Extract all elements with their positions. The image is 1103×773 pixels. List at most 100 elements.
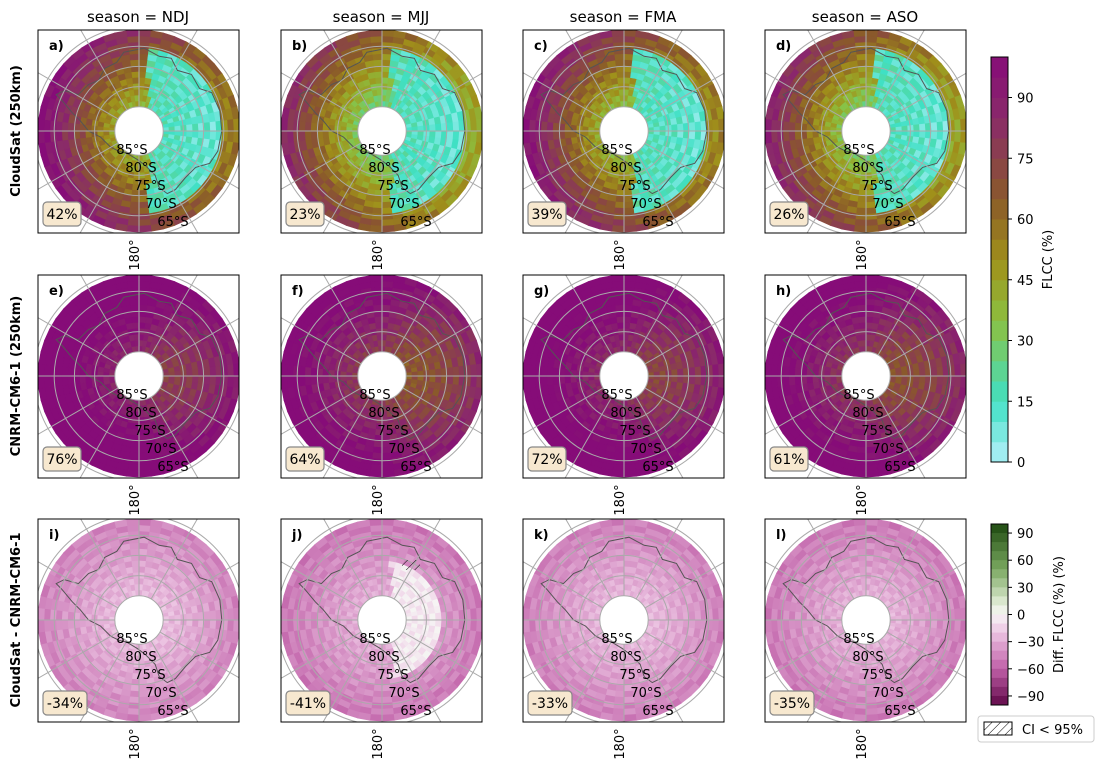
lat-label: 70°S bbox=[388, 442, 419, 457]
lat-label: 85°S bbox=[601, 632, 632, 647]
lat-label: 75°S bbox=[134, 668, 165, 683]
data-cells bbox=[765, 275, 966, 478]
map-panel-k: 85°S 80°S 75°S 70°S 65°S k) -33% 180° bbox=[522, 518, 725, 760]
colorbar-tick: 0 bbox=[1017, 609, 1025, 624]
panel-frame bbox=[522, 274, 725, 479]
map-panel-d: 85°S 80°S 75°S 70°S 65°S d) 26% 180° bbox=[764, 29, 967, 271]
gridlines bbox=[281, 275, 482, 478]
lat-label: 65°S bbox=[642, 215, 673, 230]
svg-text:26%: 26% bbox=[773, 207, 804, 223]
lat-label: 70°S bbox=[388, 686, 419, 701]
lat-label: 70°S bbox=[630, 686, 661, 701]
row-label: CloudSat - CNRM-CM6-1 bbox=[9, 532, 24, 707]
lat-label: 70°S bbox=[872, 686, 903, 701]
map-panel-g: 85°S 80°S 75°S 70°S 65°S g) 72% 180° bbox=[522, 274, 725, 516]
panel-frame bbox=[280, 29, 483, 234]
mean-value-badge: 76% bbox=[42, 446, 82, 472]
lat-label: 70°S bbox=[872, 442, 903, 457]
mean-value-badge: 26% bbox=[769, 201, 809, 227]
colorbar-tick: 75 bbox=[1017, 152, 1034, 167]
data-cells bbox=[281, 30, 482, 233]
coastline bbox=[55, 536, 223, 684]
colorbar-tick: 15 bbox=[1017, 395, 1034, 410]
mean-value-badge: 39% bbox=[527, 201, 567, 227]
lon-label: 180° bbox=[128, 484, 143, 515]
lat-label: 80°S bbox=[368, 650, 399, 665]
svg-text:64%: 64% bbox=[289, 452, 320, 468]
lat-label: 85°S bbox=[359, 388, 390, 403]
data-cells bbox=[765, 519, 966, 722]
gridlines bbox=[281, 30, 482, 233]
coastline bbox=[55, 292, 223, 440]
lat-label: 75°S bbox=[619, 424, 650, 439]
lat-label: 85°S bbox=[116, 143, 147, 158]
svg-text:39%: 39% bbox=[531, 207, 562, 223]
gridlines bbox=[523, 519, 724, 722]
lon-label: 180° bbox=[613, 239, 628, 270]
lat-label: 70°S bbox=[145, 686, 176, 701]
map-panel-f: 85°S 80°S 75°S 70°S 65°S f) 64% 180° bbox=[280, 274, 483, 516]
panel-frame bbox=[764, 29, 967, 234]
column-title: season = ASO bbox=[812, 8, 918, 26]
panel-frame bbox=[37, 29, 240, 234]
colorbar-tick: 0 bbox=[1017, 456, 1025, 471]
legend-ci: CI < 95% bbox=[977, 715, 1095, 743]
map-panel-l: 85°S 80°S 75°S 70°S 65°S l) -35% 180° bbox=[764, 518, 967, 760]
lat-label: 65°S bbox=[642, 704, 673, 719]
panel-letter: g) bbox=[534, 284, 549, 299]
lat-label: 75°S bbox=[861, 424, 892, 439]
colorbar-tick: 60 bbox=[1017, 213, 1034, 228]
lat-label: 70°S bbox=[630, 442, 661, 457]
lat-label: 65°S bbox=[642, 460, 673, 475]
lat-label: 75°S bbox=[861, 179, 892, 194]
lat-label: 85°S bbox=[116, 632, 147, 647]
lat-label: 75°S bbox=[619, 179, 650, 194]
mean-value-badge: -41% bbox=[285, 690, 331, 716]
colorbar-tick: 90 bbox=[1017, 92, 1034, 107]
colorbar-tick: 30 bbox=[1017, 581, 1034, 596]
mean-value-badge: 64% bbox=[285, 446, 325, 472]
row-label: CloudSat (250km) bbox=[9, 65, 24, 197]
svg-text:42%: 42% bbox=[46, 207, 77, 223]
panel-letter: e) bbox=[49, 284, 64, 299]
panel-letter: f) bbox=[292, 284, 304, 299]
panel-letter: b) bbox=[292, 39, 307, 54]
lat-label: 65°S bbox=[400, 215, 431, 230]
lat-label: 65°S bbox=[884, 460, 915, 475]
lat-label: 85°S bbox=[359, 143, 390, 158]
panel-frame bbox=[522, 29, 725, 234]
panel-frame bbox=[280, 518, 483, 723]
lat-label: 70°S bbox=[630, 197, 661, 212]
lon-label: 180° bbox=[371, 239, 386, 270]
gridlines bbox=[523, 30, 724, 233]
panel-frame bbox=[764, 518, 967, 723]
legend-label: CI < 95% bbox=[1022, 723, 1083, 738]
data-cells bbox=[523, 30, 724, 233]
panel-frame bbox=[37, 518, 240, 723]
lat-label: 75°S bbox=[861, 668, 892, 683]
colorbar-diff: 90 60 30 0 −30 −60 −90 Diff. FLCC (%) (%) bbox=[990, 523, 1067, 706]
lat-label: 80°S bbox=[125, 406, 156, 421]
lon-label: 180° bbox=[371, 728, 386, 759]
colorbar-tick: 90 bbox=[1017, 527, 1034, 542]
lat-label: 75°S bbox=[134, 424, 165, 439]
lon-label: 180° bbox=[128, 239, 143, 270]
hatch-swatch bbox=[983, 721, 1013, 736]
coastline bbox=[782, 292, 950, 440]
map-panel-e: 85°S 80°S 75°S 70°S 65°S e) 76% 180° bbox=[37, 274, 240, 516]
hatch-region bbox=[402, 560, 420, 570]
svg-text:76%: 76% bbox=[46, 452, 77, 468]
lat-label: 65°S bbox=[400, 460, 431, 475]
lat-label: 85°S bbox=[601, 143, 632, 158]
column-title: season = FMA bbox=[570, 8, 677, 26]
row-label: CNRM-CM6-1 (250km) bbox=[9, 296, 24, 456]
coastline bbox=[298, 47, 466, 195]
panel-frame bbox=[522, 518, 725, 723]
gridlines bbox=[765, 275, 966, 478]
map-panel-c: 85°S 80°S 75°S 70°S 65°S c) 39% 180° bbox=[522, 29, 725, 271]
lat-label: 65°S bbox=[884, 704, 915, 719]
coastline bbox=[782, 47, 950, 195]
colorbar-label: Diff. FLCC (%) (%) bbox=[1052, 556, 1067, 673]
lon-label: 180° bbox=[613, 728, 628, 759]
data-cells bbox=[38, 519, 239, 722]
